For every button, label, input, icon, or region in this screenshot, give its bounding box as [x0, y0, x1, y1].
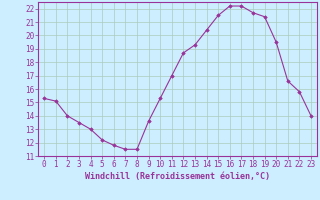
X-axis label: Windchill (Refroidissement éolien,°C): Windchill (Refroidissement éolien,°C) [85, 172, 270, 181]
